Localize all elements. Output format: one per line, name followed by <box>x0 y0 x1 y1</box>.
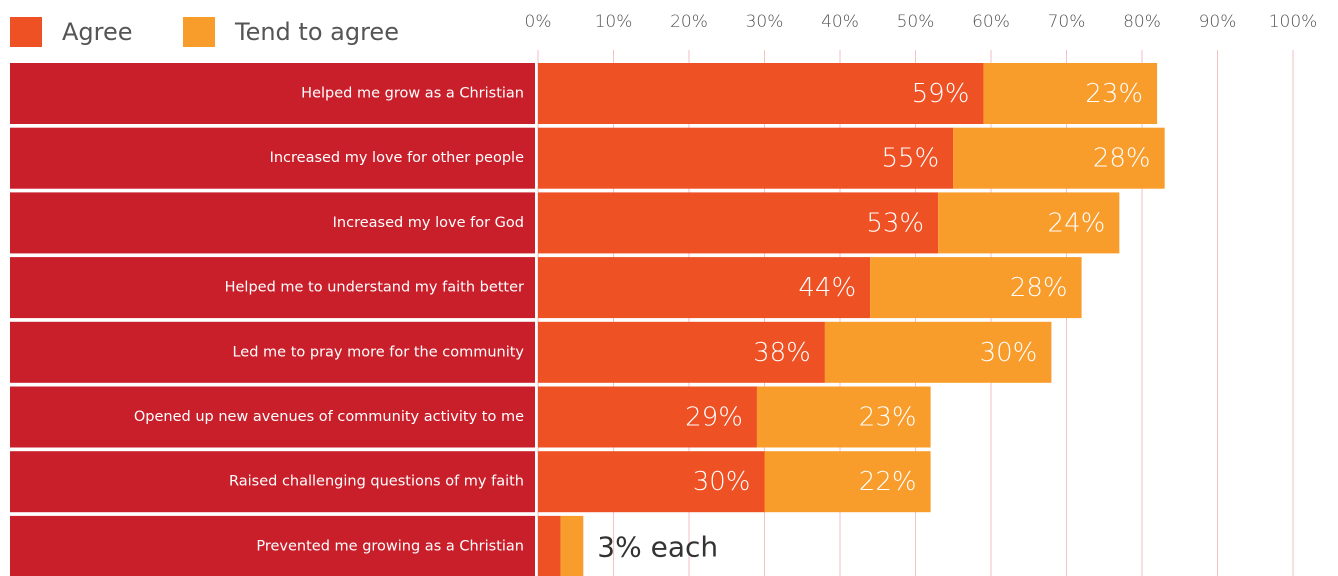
value-label: 30% <box>980 338 1038 368</box>
value-label: 44% <box>798 273 856 303</box>
value-label: 59% <box>912 79 970 109</box>
bar-segment <box>764 451 931 513</box>
x-tick-label: 20% <box>670 12 708 32</box>
bar-segment <box>756 386 931 448</box>
category-label: Raised challenging questions of my faith <box>229 474 524 490</box>
category-label: Led me to pray more for the community <box>232 344 524 360</box>
x-tick-label: 50% <box>897 12 935 32</box>
annotation: 3% each <box>597 530 718 563</box>
x-tick-label: 30% <box>746 12 784 32</box>
category-label: Increased my love for God <box>333 215 524 231</box>
x-tick-label: 40% <box>821 12 859 32</box>
bar-segment <box>870 257 1082 319</box>
bar-segment <box>538 386 757 448</box>
bar-segment <box>538 63 984 124</box>
bar-segment <box>538 192 939 254</box>
x-tick-label: 80% <box>1123 12 1161 32</box>
category-label: Opened up new avenues of community activ… <box>134 409 524 425</box>
value-label: 38% <box>753 338 811 368</box>
category-band <box>10 321 535 383</box>
category-label: Helped me grow as a Christian <box>301 86 524 102</box>
bar-segment <box>538 321 825 383</box>
category-label: Prevented me growing as a Christian <box>256 538 524 554</box>
legend-swatch <box>183 17 215 47</box>
value-label: 23% <box>1085 79 1143 109</box>
x-tick-label: 0% <box>525 12 552 32</box>
x-tick-label: 100% <box>1269 12 1318 32</box>
value-label: 22% <box>859 467 917 497</box>
bar-segment <box>538 257 871 319</box>
category-band <box>10 386 535 448</box>
value-label: 30% <box>693 467 751 497</box>
category-band <box>10 451 535 513</box>
x-tick-label: 90% <box>1199 12 1237 32</box>
bar-segment <box>560 515 584 576</box>
value-label: 29% <box>685 403 743 433</box>
bar-segment <box>983 63 1158 124</box>
legend-swatch <box>10 17 42 47</box>
bar-segment <box>538 451 765 513</box>
category-label: Increased my love for other people <box>270 150 525 166</box>
category-band <box>10 192 535 254</box>
legend-label: Agree <box>62 18 133 46</box>
value-label: 28% <box>1093 144 1151 174</box>
bar-segment <box>538 515 561 576</box>
value-label: 53% <box>866 208 924 238</box>
bar-segment <box>938 192 1120 254</box>
x-tick-label: 70% <box>1048 12 1086 32</box>
x-tick-label: 60% <box>972 12 1010 32</box>
x-tick-label: 10% <box>595 12 633 32</box>
category-band <box>10 515 535 576</box>
legend-label: Tend to agree <box>234 18 399 46</box>
category-band <box>10 127 535 189</box>
bar-segment <box>538 127 954 189</box>
value-label: 24% <box>1048 208 1106 238</box>
bar-segment <box>824 321 1052 383</box>
value-label: 55% <box>881 144 939 174</box>
category-label: Helped me to understand my faith better <box>225 280 524 296</box>
value-label: 23% <box>859 403 917 433</box>
value-label: 28% <box>1010 273 1068 303</box>
category-band <box>10 257 535 319</box>
category-band <box>10 63 535 124</box>
bar-segment <box>953 127 1165 189</box>
